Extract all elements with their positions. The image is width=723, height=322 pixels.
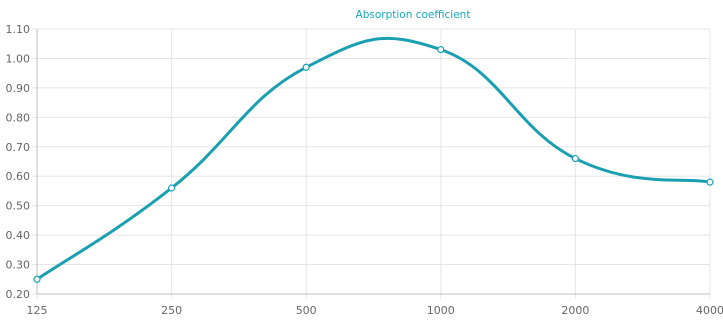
data-point[interactable] (571, 154, 580, 163)
y-tick-label: 1.00 (6, 52, 31, 65)
y-tick-label: 0.20 (6, 288, 31, 301)
axes (36, 29, 710, 295)
y-tick-label: 0.60 (6, 170, 31, 183)
points-layer (33, 46, 714, 283)
y-tick-label: 0.90 (6, 82, 31, 95)
grid (32, 28, 711, 299)
x-tick-label: 2000 (561, 304, 589, 317)
x-tick-label: 125 (27, 304, 48, 317)
y-tick-label: 0.50 (6, 200, 31, 213)
legend-label[interactable]: Absorption coefficient (356, 9, 471, 21)
data-point[interactable] (168, 184, 176, 192)
data-point[interactable] (302, 63, 310, 71)
y-tick-label: 0.80 (6, 111, 31, 124)
y-tick-label: 1.10 (6, 23, 31, 36)
data-point[interactable] (706, 178, 714, 186)
series-layer (35, 36, 712, 281)
series-line (35, 36, 712, 281)
data-point[interactable] (437, 46, 445, 54)
x-axis-ticks: 125 250 500 1000 2000 4000 (27, 304, 723, 317)
x-tick-label: 500 (296, 304, 317, 317)
x-tick-label: 1000 (427, 304, 455, 317)
x-tick-label: 250 (161, 304, 182, 317)
x-tick-label: 4000 (696, 304, 723, 317)
data-point[interactable] (33, 275, 41, 283)
y-axis-ticks: 1.10 1.00 0.90 0.80 0.70 0.60 0.50 0.40 0.30 0.20 (6, 23, 31, 301)
y-tick-label: 0.30 (6, 259, 31, 272)
y-tick-label: 0.70 (6, 141, 31, 154)
y-tick-label: 0.40 (6, 229, 31, 242)
